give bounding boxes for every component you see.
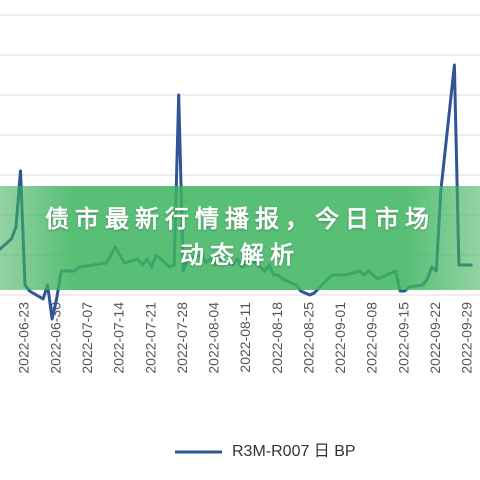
- x-tick-label: 2022-09-01: [332, 302, 348, 374]
- x-tick-label: 2022-08-04: [206, 302, 222, 374]
- x-tick-label: 2022-07-07: [79, 302, 95, 374]
- banner: 债市最新行情播报，今日市场动态解析: [0, 186, 480, 290]
- x-tick-label: 2022-07-21: [142, 302, 158, 374]
- banner-title: 债市最新行情播报，今日市场动态解析: [45, 206, 435, 269]
- x-tick-label: 2022-09-22: [427, 302, 443, 374]
- legend-label: R3M-R007 日 BP: [232, 443, 356, 460]
- x-tick-label: 2022-07-14: [111, 302, 127, 374]
- x-tick-label: 2022-08-11: [237, 302, 253, 373]
- x-tick-label: 2022-06-23: [16, 302, 32, 374]
- x-tick-label: 2022-09-08: [364, 302, 380, 374]
- x-tick-label: 2022-07-28: [174, 302, 190, 374]
- x-tick-label: 2022-08-25: [300, 302, 316, 374]
- x-tick-label: 2022-08-18: [269, 302, 285, 374]
- x-tick-label: 2022-09-15: [395, 302, 411, 374]
- x-tick-label: 2022-09-29: [459, 302, 475, 374]
